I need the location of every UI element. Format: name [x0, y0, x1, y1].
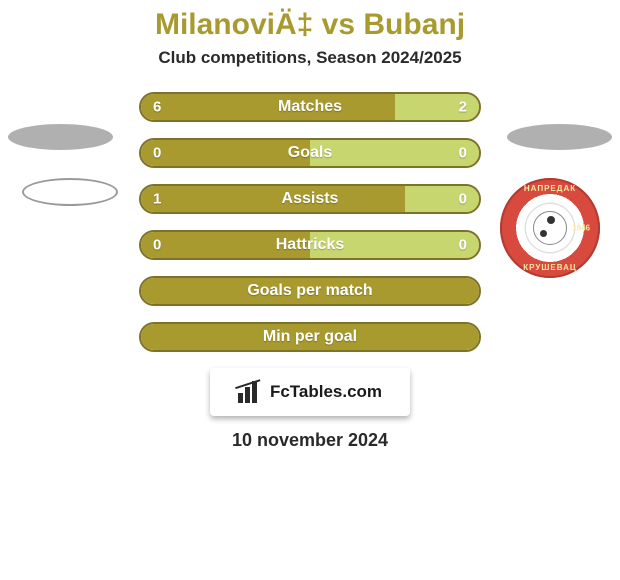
page-title: MilanoviÄ‡ vs Bubanj	[0, 0, 620, 48]
value-left: 0	[153, 145, 161, 162]
subtitle: Club competitions, Season 2024/2025	[0, 48, 620, 68]
badge-year: 1946	[572, 224, 590, 233]
player1-name: MilanoviÄ‡	[155, 8, 313, 41]
stat-label: Goals	[141, 144, 479, 162]
stat-row: Goals per match	[139, 276, 481, 306]
stat-label: Goals per match	[141, 282, 479, 300]
vs-separator: vs	[313, 8, 363, 41]
stat-label: Matches	[141, 98, 479, 116]
club-badge: НАПРЕДАК 1946 КРУШЕВАЦ	[500, 178, 600, 278]
value-right: 0	[459, 145, 467, 162]
stat-row: Goals0 0	[139, 138, 481, 168]
value-left: 0	[153, 237, 161, 254]
soccer-ball-icon	[533, 211, 567, 245]
value-left: 6	[153, 99, 161, 116]
stat-label: Assists	[141, 190, 479, 208]
value-right: 2	[459, 99, 467, 116]
badge-text-top: НАПРЕДАК	[500, 184, 600, 193]
value-left: 1	[153, 191, 161, 208]
decorative-ellipse	[507, 124, 612, 150]
player2-name: Bubanj	[363, 8, 465, 41]
stat-row: Matches6 2	[139, 92, 481, 122]
stat-label: Hattricks	[141, 236, 479, 254]
value-right: 0	[459, 237, 467, 254]
badge-text-bottom: КРУШЕВАЦ	[500, 263, 600, 272]
date-label: 10 november 2024	[0, 430, 620, 451]
branding-badge: FcTables.com	[210, 368, 410, 416]
stat-row: Hattricks0 0	[139, 230, 481, 260]
decorative-ellipse	[8, 124, 113, 150]
stat-row: Assists1 0	[139, 184, 481, 214]
stat-label: Min per goal	[141, 328, 479, 346]
stat-row: Min per goal	[139, 322, 481, 352]
value-right: 0	[459, 191, 467, 208]
decorative-ellipse	[22, 178, 118, 206]
bar-chart-icon	[238, 381, 264, 403]
branding-text: FcTables.com	[270, 382, 382, 402]
